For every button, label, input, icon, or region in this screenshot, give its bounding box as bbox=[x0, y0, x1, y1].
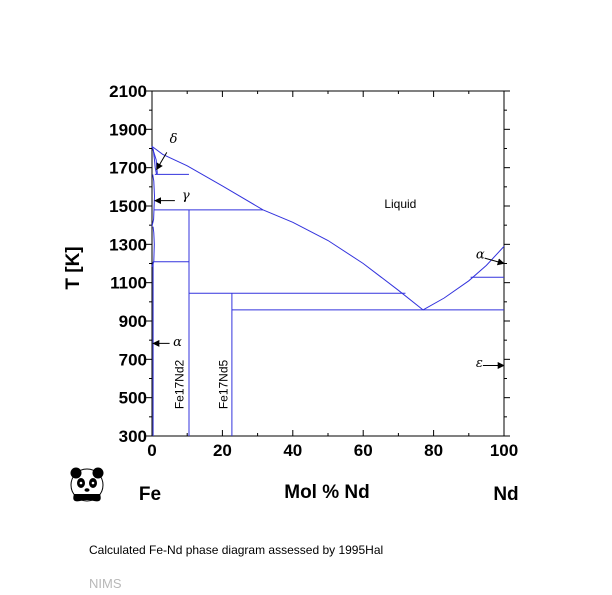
phase-boundary-gamma-solvus bbox=[151, 174, 156, 227]
phase-boundary-liquidus-nd bbox=[422, 246, 505, 311]
phase-label: δ bbox=[170, 132, 178, 147]
phase-label: α bbox=[476, 248, 485, 263]
y-tick-label: 1500 bbox=[109, 197, 147, 216]
x-tick-label: 100 bbox=[490, 441, 518, 460]
region-label: Liquid bbox=[384, 197, 416, 211]
panda-logo bbox=[70, 467, 104, 502]
left-end-label: Fe bbox=[139, 484, 161, 505]
y-tick-label: 300 bbox=[119, 427, 147, 446]
x-axis-title: Mol % Nd bbox=[284, 482, 370, 503]
y-axis-title: T [K] bbox=[63, 246, 84, 289]
phase-label: ε bbox=[476, 356, 483, 371]
y-tick-label: 1700 bbox=[109, 159, 147, 178]
y-tick-label: 1100 bbox=[110, 274, 147, 293]
phase-arrow bbox=[156, 152, 168, 171]
phase-boundary-liquidus-fe bbox=[151, 145, 424, 311]
y-tick-label: 700 bbox=[119, 350, 147, 369]
y-tick-label: 2100 bbox=[109, 82, 147, 101]
x-tick-label: 60 bbox=[354, 441, 373, 460]
y-tick-label: 1300 bbox=[109, 235, 147, 254]
phase-boundary-delta-upper bbox=[152, 148, 158, 175]
credit-text: NIMS bbox=[89, 576, 122, 591]
right-end-label: Nd bbox=[493, 484, 518, 505]
figure-caption: Calculated Fe-Nd phase diagram assessed … bbox=[89, 543, 384, 557]
phase-label: γ bbox=[182, 188, 190, 203]
y-tick-label: 500 bbox=[119, 389, 147, 408]
plot-frame bbox=[151, 90, 505, 437]
compound-label: Fe17Nd2 bbox=[173, 359, 187, 409]
compound-label: Fe17Nd5 bbox=[217, 359, 231, 409]
y-tick-label: 900 bbox=[119, 312, 147, 331]
x-tick-label: 40 bbox=[283, 441, 302, 460]
phase-label: α bbox=[173, 335, 182, 350]
x-tick-label: 20 bbox=[213, 441, 232, 460]
x-tick-label: 0 bbox=[147, 441, 156, 460]
phase-arrow bbox=[484, 257, 505, 266]
y-tick-label: 1900 bbox=[109, 120, 147, 139]
x-tick-label: 80 bbox=[424, 441, 443, 460]
